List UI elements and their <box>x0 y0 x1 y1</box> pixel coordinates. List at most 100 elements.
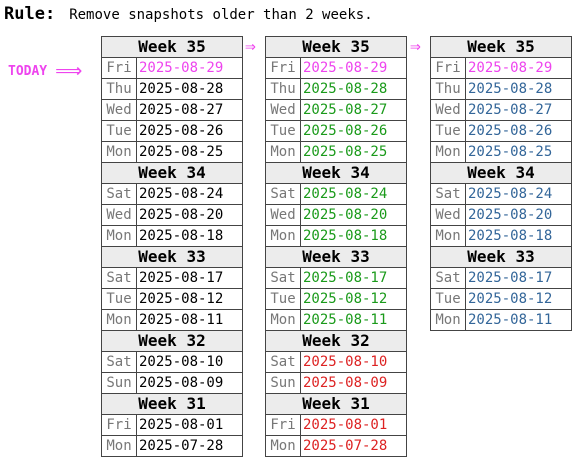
week-title: Week 33 <box>430 246 572 268</box>
snapshot-day: Mon <box>430 141 466 163</box>
snapshot-date: 2025-08-11 <box>136 309 243 331</box>
snapshot-row: Fri 2025-08-29 <box>430 57 572 79</box>
snapshot-row: Sat 2025-08-10 <box>265 351 407 373</box>
snapshot-date: 2025-08-26 <box>465 120 572 142</box>
week-title: Week 33 <box>265 246 407 268</box>
snapshot-day: Sat <box>101 267 137 289</box>
snapshot-row: Tue 2025-08-26 <box>265 120 407 142</box>
snapshot-day: Sat <box>430 183 466 205</box>
snapshot-date: 2025-08-17 <box>136 267 243 289</box>
snapshot-row: Fri 2025-08-01 <box>101 414 243 436</box>
snapshot-day: Mon <box>265 225 301 247</box>
snapshot-date: 2025-08-27 <box>136 99 243 121</box>
week-title: Week 35 <box>101 36 243 58</box>
snapshot-date: 2025-08-27 <box>465 99 572 121</box>
snapshot-day: Tue <box>265 120 301 142</box>
snapshot-day: Wed <box>101 204 137 226</box>
snapshot-day: Wed <box>430 204 466 226</box>
snapshot-row: Mon 2025-08-18 <box>265 225 407 247</box>
snapshot-date: 2025-08-17 <box>300 267 407 289</box>
snapshot-date: 2025-08-28 <box>300 78 407 100</box>
snapshot-row: Tue 2025-08-12 <box>265 288 407 310</box>
snapshot-date: 2025-08-20 <box>136 204 243 226</box>
snapshot-row: Sun 2025-08-09 <box>101 372 243 394</box>
snapshot-date: 2025-08-09 <box>136 372 243 394</box>
snapshot-row: Tue 2025-08-26 <box>101 120 243 142</box>
snapshot-date: 2025-08-17 <box>465 267 572 289</box>
week-header-row: Week 33 <box>265 246 407 268</box>
snapshot-day: Thu <box>265 78 301 100</box>
snapshot-row: Sat 2025-08-24 <box>101 183 243 205</box>
week-header-row: Week 34 <box>265 162 407 184</box>
week-header-row: Week 31 <box>265 393 407 415</box>
snapshot-date: 2025-08-24 <box>465 183 572 205</box>
snapshot-row: Mon 2025-08-18 <box>430 225 572 247</box>
today-label: TODAY <box>8 63 48 79</box>
snapshot-row: Mon 2025-08-11 <box>101 309 243 331</box>
snapshot-row: Thu 2025-08-28 <box>430 78 572 100</box>
week-header-row: Week 35 <box>430 36 572 58</box>
snapshot-row: Sat 2025-08-24 <box>265 183 407 205</box>
snapshot-day: Sun <box>265 372 301 394</box>
snapshot-day: Tue <box>101 288 137 310</box>
today-arrow-icon: ⟹ <box>55 60 83 82</box>
week-header-row: Week 32 <box>101 330 243 352</box>
snapshot-row: Mon 2025-08-25 <box>101 141 243 163</box>
snapshot-date: 2025-08-29 <box>300 57 407 79</box>
snapshot-date: 2025-08-11 <box>465 309 572 331</box>
week-header-row: Week 34 <box>430 162 572 184</box>
snapshot-row: Mon 2025-08-11 <box>265 309 407 331</box>
snapshot-row: Mon 2025-08-18 <box>101 225 243 247</box>
transition-arrow-icon: ⇒ <box>410 36 421 57</box>
snapshot-date: 2025-08-27 <box>300 99 407 121</box>
snapshot-table: Week 35 Fri 2025-08-29 Thu 2025-08-28 Wed 2025… <box>101 36 243 457</box>
snapshot-row: Wed 2025-08-27 <box>101 99 243 121</box>
snapshot-day: Thu <box>101 78 137 100</box>
snapshot-day: Tue <box>101 120 137 142</box>
snapshot-table-original: Week 35 Fri 2025-08-29 Thu 2025-08-28 Wed 2025… <box>101 36 243 457</box>
snapshot-day: Sun <box>101 372 137 394</box>
snapshot-row: Wed 2025-08-20 <box>265 204 407 226</box>
snapshot-date: 2025-08-20 <box>465 204 572 226</box>
week-header-row: Week 31 <box>101 393 243 415</box>
snapshot-date: 2025-08-12 <box>465 288 572 310</box>
snapshot-day: Sat <box>430 267 466 289</box>
snapshot-date: 2025-08-24 <box>300 183 407 205</box>
snapshot-day: Mon <box>265 309 301 331</box>
snapshot-day: Mon <box>101 309 137 331</box>
snapshot-date: 2025-08-12 <box>300 288 407 310</box>
snapshot-day: Sat <box>265 183 301 205</box>
snapshot-row: Wed 2025-08-27 <box>265 99 407 121</box>
snapshot-date: 2025-08-24 <box>136 183 243 205</box>
snapshot-day: Mon <box>430 309 466 331</box>
snapshot-table-result: Week 35 Fri 2025-08-29 Thu 2025-08-28 Wed 2025… <box>430 36 572 331</box>
snapshot-date: 2025-08-09 <box>300 372 407 394</box>
snapshot-day: Fri <box>430 57 466 79</box>
snapshot-date: 2025-08-18 <box>465 225 572 247</box>
snapshot-day: Wed <box>430 99 466 121</box>
snapshot-day: Sat <box>265 351 301 373</box>
snapshot-date: 2025-08-28 <box>465 78 572 100</box>
snapshot-date: 2025-08-26 <box>300 120 407 142</box>
snapshot-date: 2025-08-10 <box>136 351 243 373</box>
snapshot-date: 2025-08-25 <box>136 141 243 163</box>
snapshot-row: Sat 2025-08-24 <box>430 183 572 205</box>
snapshot-row: Wed 2025-08-20 <box>101 204 243 226</box>
snapshot-row: Wed 2025-08-27 <box>430 99 572 121</box>
snapshot-date: 2025-08-01 <box>300 414 407 436</box>
snapshot-day: Tue <box>430 120 466 142</box>
snapshot-row: Fri 2025-08-01 <box>265 414 407 436</box>
week-header-row: Week 35 <box>265 36 407 58</box>
snapshot-date: 2025-08-26 <box>136 120 243 142</box>
snapshot-table: Week 35 Fri 2025-08-29 Thu 2025-08-28 Wed 2025… <box>430 36 572 331</box>
snapshot-row: Mon 2025-08-25 <box>430 141 572 163</box>
snapshot-day: Mon <box>101 225 137 247</box>
snapshot-day: Fri <box>265 414 301 436</box>
week-header-row: Week 34 <box>101 162 243 184</box>
today-marker: TODAY ⟹ <box>8 60 82 82</box>
week-title: Week 34 <box>430 162 572 184</box>
snapshot-row: Sat 2025-08-17 <box>430 267 572 289</box>
snapshot-row: Sat 2025-08-17 <box>265 267 407 289</box>
week-header-row: Week 35 <box>101 36 243 58</box>
week-title: Week 32 <box>101 330 243 352</box>
